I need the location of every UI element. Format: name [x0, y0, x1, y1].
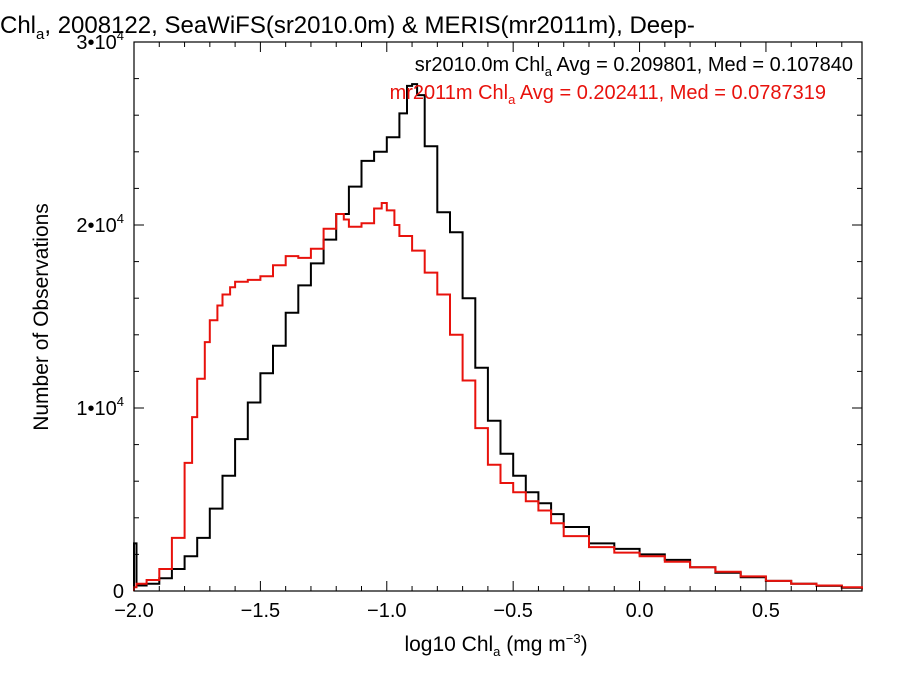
x-tick-label: −1.5	[241, 600, 280, 622]
y-tick-label: 3•104	[76, 28, 124, 54]
legend-entry-sr2010-subscript: a	[545, 64, 553, 79]
legend-entry-mr2011-stats: Avg = 0.202411, Med = 0.0787319	[515, 82, 826, 104]
legend-entry-mr2011: mr2011m Chla Avg = 0.202411, Med = 0.078…	[390, 82, 826, 107]
y-tick-label: 2•104	[76, 211, 124, 237]
x-tick-label: −1.0	[367, 600, 406, 622]
x-axis-label-units: (mg m	[500, 633, 565, 656]
series-line-mr2011	[133, 202, 863, 591]
legend-entry-sr2010-stats: Avg = 0.209801, Med = 0.107840	[552, 54, 853, 76]
y-tick-label: 0	[113, 581, 124, 603]
chart-title-main: Chl	[0, 12, 36, 39]
legend-entry-mr2011-subscript: a	[508, 92, 516, 107]
x-axis-label-subscript: a	[493, 644, 501, 659]
y-axis-label: Number of Observations	[30, 203, 53, 431]
x-axis-label-superscript: −3	[566, 631, 581, 646]
x-tick-label: −0.5	[493, 600, 532, 622]
legend-entry-mr2011-name: mr2011m Chl	[390, 82, 509, 104]
chart-title-subscript: a	[36, 26, 45, 43]
tick-layer: −2.0 −1.5 −1.0 −0.5 0.0 0.5 0 1•104 2•104 3•104	[76, 28, 862, 622]
series-line-sr2010	[133, 83, 863, 591]
legend-entry-sr2010-name: sr2010.0m Chl	[415, 54, 545, 76]
x-axis-label-close: )	[581, 633, 588, 656]
x-axis-label-main: log10 Chl	[404, 633, 493, 656]
legend-entry-sr2010: sr2010.0m Chla Avg = 0.209801, Med = 0.1…	[415, 54, 853, 79]
chart-title: Chla, 2008122, SeaWiFS(sr2010.0m) & MERI…	[0, 12, 695, 43]
series-layer	[133, 83, 863, 591]
legend: sr2010.0m Chla Avg = 0.209801, Med = 0.1…	[390, 54, 853, 107]
x-tick-label: −2.0	[114, 600, 153, 622]
x-tick-label: 0.0	[626, 600, 654, 622]
y-tick-label: 1•104	[76, 394, 124, 420]
x-tick-label: 0.5	[752, 600, 780, 622]
chart-title-rest: , 2008122, SeaWiFS(sr2010.0m) & MERIS(mr…	[44, 12, 694, 39]
x-axis-label: log10 Chla (mg m−3)	[404, 631, 587, 659]
plot-frame	[133, 41, 863, 592]
